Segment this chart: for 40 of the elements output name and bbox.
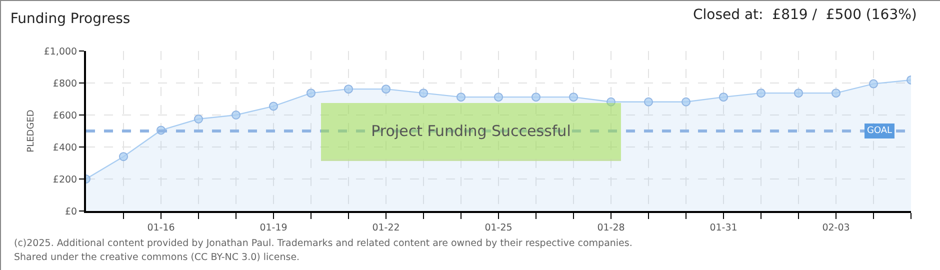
chart-subtitle: Closed at: £819 / £500 (163%) <box>693 7 917 23</box>
ref-line-label: GOAL <box>867 126 892 136</box>
point <box>682 97 690 106</box>
text: Shared under the creative commons (CC BY-NC 3.0) license. <box>14 252 300 263</box>
text: (c)2025. Additional content provided by Jonathan Paul. Trademarks and related content are owned by their respective companies. <box>14 238 632 249</box>
point <box>606 97 616 106</box>
point <box>419 88 428 98</box>
x-tick-label: 01-25 <box>484 222 512 234</box>
y-tick-label: £600 <box>52 110 78 122</box>
y-tick-label: £0 <box>65 206 78 218</box>
point <box>719 92 728 102</box>
point <box>382 84 390 94</box>
y-tick-label: £200 <box>52 174 78 186</box>
point <box>194 114 203 124</box>
point <box>869 79 878 88</box>
point <box>232 110 240 120</box>
point <box>456 92 466 102</box>
point <box>344 84 353 94</box>
x-tick-label: 01-19 <box>260 222 288 234</box>
x-tick-label: 01-28 <box>597 222 625 234</box>
chart-title: Funding Progress <box>10 10 130 27</box>
y-axis-title: PLEDGED <box>26 110 37 152</box>
x-tick-label: 01-22 <box>372 222 400 234</box>
point <box>119 152 128 162</box>
y-tick-label: £1,000 <box>44 46 78 58</box>
banner: Project Funding Successful <box>321 103 621 161</box>
point <box>269 102 278 111</box>
point <box>756 88 766 98</box>
x-tick-label: 01-31 <box>710 222 738 234</box>
y-tick-label: £400 <box>52 142 78 154</box>
point <box>832 88 840 98</box>
y-tick-label: £800 <box>52 78 78 90</box>
x-tick-label: 02-03 <box>822 222 850 234</box>
point <box>306 88 316 98</box>
point <box>644 97 653 106</box>
point <box>569 92 578 102</box>
x-tick-label: 01-16 <box>147 222 175 234</box>
point <box>794 88 803 98</box>
point <box>532 92 540 102</box>
point <box>494 92 503 102</box>
